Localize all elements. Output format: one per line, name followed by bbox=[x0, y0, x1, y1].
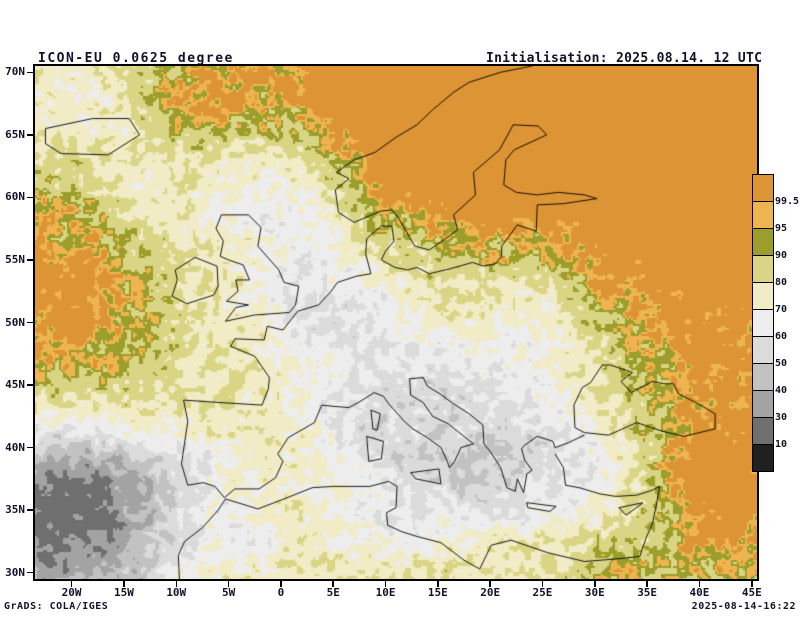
colorbar-boundary-label: 80 bbox=[775, 277, 788, 288]
lon-tick bbox=[489, 581, 491, 587]
lon-tick bbox=[646, 581, 648, 587]
lon-tick bbox=[123, 581, 125, 587]
lon-tick bbox=[698, 581, 701, 587]
lon-tick-label: 5E bbox=[326, 586, 340, 599]
lon-tick bbox=[175, 581, 177, 587]
lat-tick-label: 50N bbox=[5, 315, 25, 329]
colorbar-segment bbox=[753, 310, 773, 337]
colorbar-segment bbox=[753, 337, 773, 364]
lon-tick bbox=[437, 581, 439, 587]
lon-tick bbox=[332, 581, 334, 587]
lat-tick bbox=[27, 571, 33, 574]
lon-tick-label: 15E bbox=[427, 586, 448, 599]
colorbar-boundary-label: 70 bbox=[775, 304, 788, 315]
colorbar-segment bbox=[753, 202, 773, 229]
lat-tick-label: 45N bbox=[5, 378, 25, 392]
lon-tick-label: 20W bbox=[61, 586, 82, 599]
colorbar-segment bbox=[753, 418, 773, 445]
lat-tick bbox=[27, 134, 33, 136]
lat-tick-label: 55N bbox=[5, 252, 25, 266]
credit-label: GrADS: COLA/IGES bbox=[4, 601, 109, 612]
colorbar-boundary-label: 50 bbox=[775, 358, 788, 369]
colorbar bbox=[752, 174, 774, 472]
colorbar-boundary-label: 95 bbox=[775, 223, 788, 234]
colorbar-boundary-label: 60 bbox=[775, 331, 788, 342]
lon-tick-label: 10E bbox=[375, 586, 396, 599]
lon-tick bbox=[384, 581, 387, 587]
lon-tick-label: 40E bbox=[689, 586, 710, 599]
lon-tick bbox=[70, 581, 73, 587]
lon-tick-label: 30E bbox=[584, 586, 605, 599]
colorbar-boundary-label: 10 bbox=[775, 439, 788, 450]
colorbar-boundary-label: 30 bbox=[775, 412, 788, 423]
colorbar-segment bbox=[753, 283, 773, 310]
lon-tick-label: 20E bbox=[480, 586, 501, 599]
lon-tick-label: 45E bbox=[741, 586, 762, 599]
lat-tick bbox=[27, 259, 33, 261]
lon-tick-label: 25E bbox=[532, 586, 553, 599]
lon-tick bbox=[594, 581, 596, 587]
colorbar-boundary-label: 40 bbox=[775, 385, 788, 396]
colorbar-boundary-label: 99.5 bbox=[775, 196, 800, 207]
colorbar-boundary-label: 90 bbox=[775, 250, 788, 261]
colorbar-segment bbox=[753, 364, 773, 391]
lat-tick bbox=[27, 196, 33, 199]
lat-tick bbox=[27, 321, 33, 324]
lon-tick bbox=[751, 581, 753, 587]
lat-tick bbox=[27, 384, 33, 386]
lon-tick bbox=[280, 581, 282, 587]
lon-tick bbox=[541, 581, 544, 587]
lat-tick-label: 65N bbox=[5, 127, 25, 141]
colorbar-segment bbox=[753, 445, 773, 471]
lat-tick bbox=[27, 71, 33, 73]
model-title: ICON-EU 0.0625 degree bbox=[38, 51, 234, 66]
colorbar-segment bbox=[753, 229, 773, 256]
map-frame bbox=[33, 64, 759, 581]
lon-tick-label: 35E bbox=[637, 586, 658, 599]
lon-tick bbox=[227, 581, 230, 587]
lat-tick-label: 40N bbox=[5, 440, 25, 454]
lon-tick-label: 10W bbox=[166, 586, 187, 599]
lat-tick bbox=[27, 446, 33, 449]
colorbar-segment bbox=[753, 256, 773, 283]
lon-tick-label: 0 bbox=[277, 586, 285, 599]
timestamp-label: 2025-08-14-16:22 bbox=[691, 601, 796, 612]
colorbar-segment bbox=[753, 391, 773, 418]
lat-tick-label: 35N bbox=[5, 503, 25, 517]
lat-tick bbox=[27, 509, 33, 511]
lon-tick-label: 5W bbox=[221, 586, 236, 599]
initialisation-label: Initialisation: 2025.08.14. 12 UTC bbox=[486, 51, 763, 66]
lon-tick-label: 15W bbox=[114, 586, 134, 599]
colorbar-segment bbox=[753, 175, 773, 202]
lat-tick-label: 70N bbox=[5, 65, 25, 79]
lat-tick-label: 60N bbox=[5, 190, 25, 204]
cloud-cover-map bbox=[35, 66, 757, 579]
lat-tick-label: 30N bbox=[5, 565, 25, 579]
